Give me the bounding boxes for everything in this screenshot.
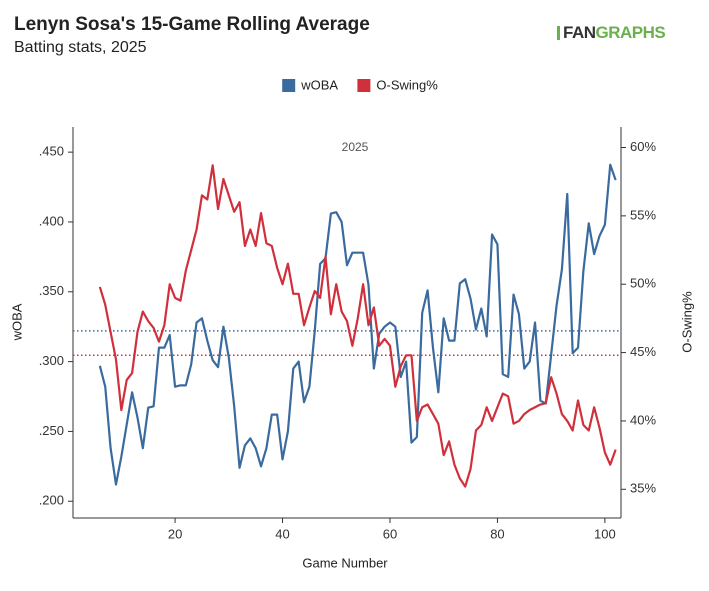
chart-title: Lenyn Sosa's 15-Game Rolling Average (14, 14, 370, 35)
y2-tick-label: 45% (630, 344, 656, 359)
series-line (98, 164, 617, 488)
y2-tick-label: 60% (630, 139, 656, 154)
y-axis-label: wOBA (9, 303, 24, 341)
logo: FANGRAPHS (557, 23, 666, 42)
y-tick-label: .350 (39, 283, 64, 298)
x-tick-label: 60 (383, 526, 397, 541)
x-tick-label: 20 (168, 526, 182, 541)
legend-label: wOBA (300, 77, 338, 92)
legend-swatch (282, 79, 296, 92)
x-tick-label: 80 (490, 526, 504, 541)
legend: wOBA O-Swing% (282, 77, 438, 92)
x-tick-label: 100 (594, 526, 616, 541)
y-tick-label: .300 (39, 353, 64, 368)
y-tick-label: .200 (39, 493, 64, 508)
y-tick-label: .450 (39, 144, 64, 159)
y2-axis-label: O-Swing% (679, 291, 694, 353)
x-tick-label: 40 (275, 526, 289, 541)
logo-fan: FAN (563, 23, 596, 42)
annotation: 2025 (342, 140, 369, 154)
chart-subtitle: Batting stats, 2025 (14, 39, 147, 56)
y-tick-label: .400 (39, 213, 64, 228)
y2-tick-label: 35% (630, 481, 656, 496)
x-axis-label: Game Number (302, 555, 388, 570)
logo-text: FANGRAPHS (563, 23, 665, 42)
legend-swatch (357, 79, 371, 92)
y-tick-label: .250 (39, 423, 64, 438)
series-line (98, 163, 617, 486)
y2-tick-label: 40% (630, 412, 656, 427)
legend-label: O-Swing% (376, 77, 438, 92)
y2-tick-label: 55% (630, 207, 656, 222)
y2-tick-label: 50% (630, 276, 656, 291)
logo-graphs: GRAPHS (596, 23, 666, 42)
logo-bar (557, 26, 560, 40)
